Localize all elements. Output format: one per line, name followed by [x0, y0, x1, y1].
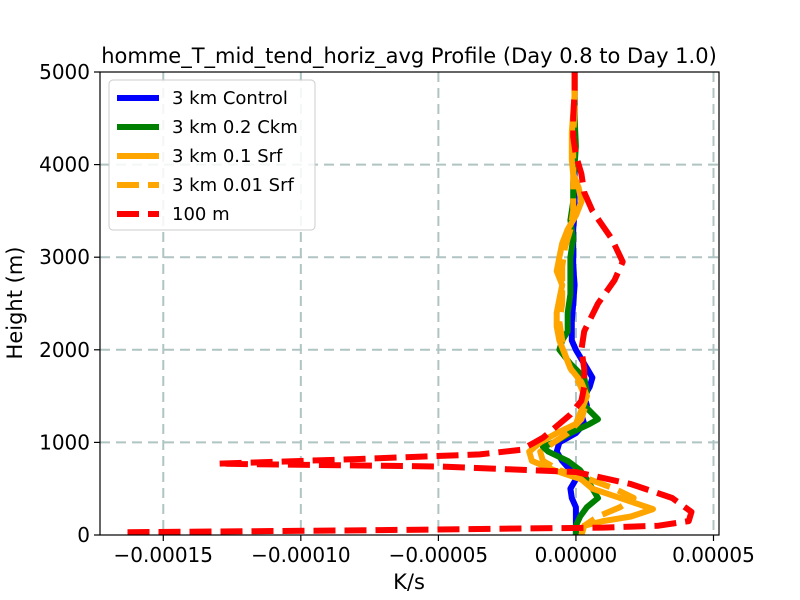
legend-label: 3 km 0.2 Ckm [172, 117, 298, 138]
x-tick-label: −0.00005 [389, 543, 488, 567]
y-tick-label: 2000 [39, 338, 90, 362]
series-lines [127, 72, 695, 535]
y-tick-label: 4000 [39, 153, 90, 177]
series-line-3-km-0-01-srf [537, 72, 637, 535]
x-tick-label: 0.00000 [535, 543, 618, 567]
legend-box [108, 79, 316, 231]
chart-title: homme_T_mid_tend_horiz_avg Profile (Day … [101, 44, 717, 69]
legend-label: 3 km 0.1 Srf [172, 146, 283, 167]
x-axis-label: K/s [393, 570, 425, 594]
x-tick-label: −0.00010 [251, 543, 350, 567]
y-tick-label: 0 [77, 523, 90, 547]
legend-label: 100 m [172, 204, 230, 225]
y-tick-label: 3000 [39, 245, 90, 269]
plot-frame [99, 71, 720, 536]
y-tick-label: 1000 [39, 430, 90, 454]
y-tick-label: 5000 [39, 60, 90, 84]
x-tick-label: 0.00005 [672, 543, 755, 567]
y-axis-ticks: 0 1000 2000 3000 4000 5000 [39, 60, 100, 547]
legend: 3 km Control 3 km 0.2 Ckm 3 km 0.1 Srf 3 km… [108, 79, 316, 231]
legend-label: 3 km 0.01 Srf [172, 175, 294, 196]
legend-label: 3 km Control [172, 88, 288, 109]
series-line-100-m [127, 72, 695, 535]
x-tick-label: −0.00015 [114, 543, 213, 567]
x-axis-ticks: −0.00015 −0.00010 −0.00005 0.00000 0.00005 [114, 535, 755, 567]
y-axis-label: Height (m) [3, 247, 27, 360]
